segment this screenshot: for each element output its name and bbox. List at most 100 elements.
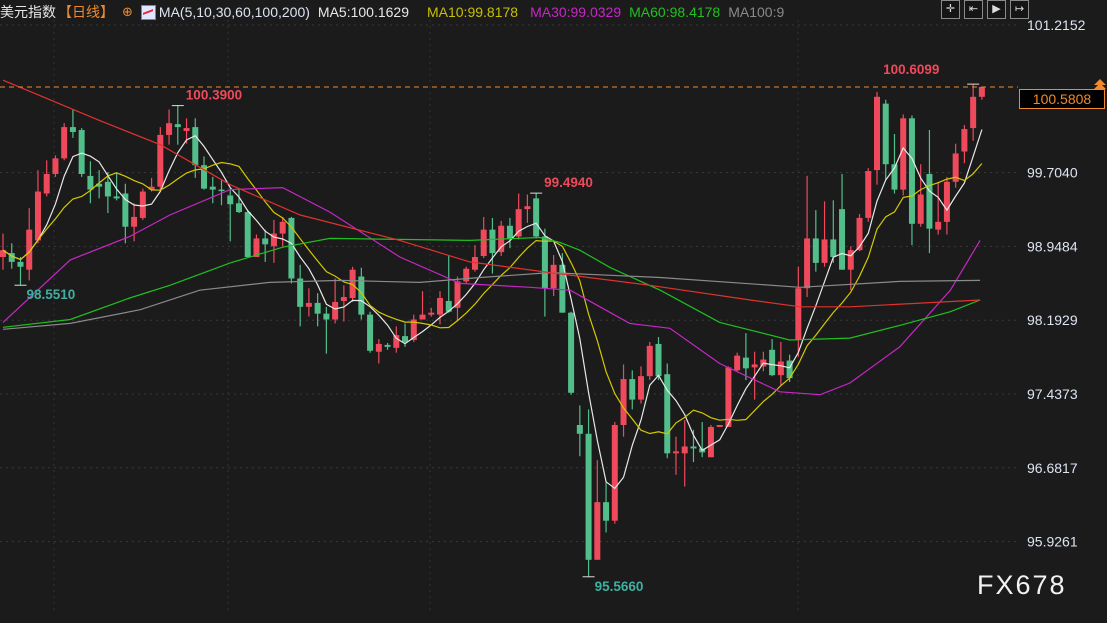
candle [323, 306, 330, 354]
candle-body [131, 216, 138, 227]
candle-body [769, 349, 776, 376]
circle-plus-icon[interactable]: ⊕ [122, 4, 133, 19]
candle-body [323, 313, 330, 320]
y-tick-label: 97.4373 [1027, 386, 1078, 402]
candle-body [0, 250, 6, 257]
candle-body [725, 367, 732, 427]
candle [52, 155, 59, 177]
candle-body [786, 360, 793, 379]
candle-body [157, 134, 164, 187]
candle [550, 255, 557, 297]
candle-body [891, 164, 898, 190]
line-chart-icon[interactable] [140, 4, 156, 20]
candle-body [882, 103, 889, 165]
candle-body [227, 195, 234, 205]
candle-body [664, 374, 671, 454]
candle-body [716, 425, 723, 427]
candle [61, 123, 68, 161]
candle [970, 84, 977, 141]
candle-body [646, 345, 653, 377]
candle-body [576, 425, 583, 434]
candle-body [524, 206, 531, 210]
candle-body [26, 229, 33, 270]
candle-body [533, 198, 540, 237]
candle-body [262, 238, 269, 245]
candle-body [541, 236, 548, 289]
candle-body [795, 288, 802, 341]
play-forward-icon[interactable]: ▶ [987, 0, 1006, 19]
candle-body [297, 278, 304, 307]
candle [463, 266, 470, 284]
candle-body [515, 209, 522, 237]
candle [576, 405, 583, 457]
candle-body [340, 297, 347, 301]
candle-body [734, 355, 741, 371]
candle [375, 339, 382, 364]
candle [69, 109, 76, 138]
candle-body [96, 183, 103, 187]
ma100-line [2, 271, 981, 330]
ma30-value: MA30:99.0329 [530, 4, 622, 20]
candle [253, 234, 260, 257]
candle-body [122, 193, 129, 227]
candle [218, 179, 225, 206]
candle [270, 219, 277, 263]
candle [419, 291, 426, 320]
candle [978, 86, 985, 100]
candle-body [874, 96, 880, 171]
y-tick-label: 101.2152 [1027, 17, 1086, 33]
candle [638, 366, 645, 404]
candle-body [8, 253, 15, 262]
candle-body [655, 343, 662, 377]
candle-body [305, 302, 312, 307]
candle [480, 216, 487, 258]
candle-body [34, 191, 41, 241]
candle [891, 133, 898, 194]
candle-body [804, 238, 811, 289]
candle [393, 326, 400, 353]
price-up-arrow-icon [1094, 78, 1106, 89]
candle [699, 422, 706, 458]
ma200-line [2, 79, 981, 308]
candle-body [314, 302, 321, 314]
candle [620, 364, 627, 437]
candle-body [611, 425, 618, 521]
extreme-label: 100.3900 [186, 88, 242, 103]
candle-body [52, 158, 59, 174]
candle-body [751, 364, 758, 368]
candle [804, 175, 811, 298]
candle-body [900, 118, 907, 190]
ma60-value: MA60:98.4178 [629, 4, 721, 20]
candle-body [393, 335, 400, 348]
candle-body [926, 173, 933, 229]
candle-body [506, 225, 513, 239]
period-selector[interactable]: 【日线】 [58, 4, 114, 20]
candle-body [830, 239, 837, 257]
candle-body [690, 446, 697, 449]
y-tick-label: 96.6817 [1027, 460, 1078, 476]
candle-body [777, 361, 784, 376]
candle-body [638, 376, 645, 400]
candle-body [148, 186, 155, 190]
candle [367, 311, 374, 353]
y-tick-label: 98.1929 [1027, 312, 1078, 328]
candle-body [270, 233, 277, 247]
candle-body [471, 256, 478, 270]
candle [603, 481, 610, 533]
candle [900, 114, 907, 196]
candle [830, 200, 837, 263]
ma-params[interactable]: MA(5,10,30,60,100,200) [158, 4, 310, 20]
ma5-value: MA5:100.1629 [317, 4, 409, 20]
crosshair-icon[interactable]: ✛ [941, 0, 960, 19]
candle [340, 285, 347, 322]
candle [297, 264, 304, 327]
candle [104, 172, 111, 214]
candle [777, 341, 784, 385]
scroll-to-end-icon[interactable]: ↦ [1010, 0, 1029, 19]
zoom-range-icon[interactable]: ⇤ [964, 0, 983, 19]
candle [856, 214, 863, 252]
ma10-line [2, 161, 983, 435]
candle [533, 193, 540, 239]
candle-body [865, 171, 872, 218]
